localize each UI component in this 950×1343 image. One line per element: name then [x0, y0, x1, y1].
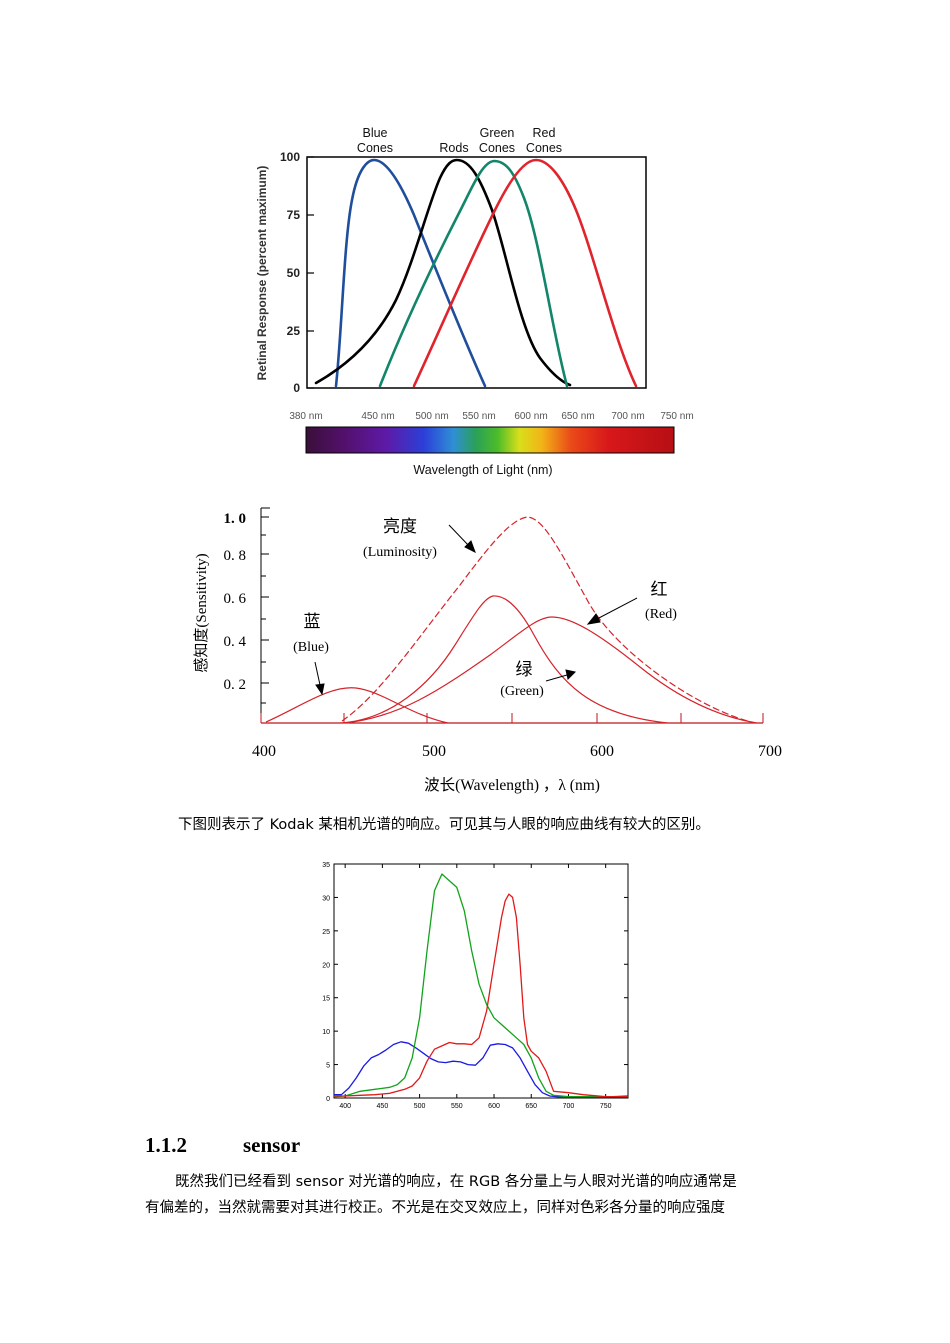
section-heading: 1.1.2 sensor: [145, 1133, 300, 1158]
xtick-label: 500: [422, 743, 446, 760]
camera-response-chart: 0 5 10 15 20 25 30 35 400 450 500 550 600 650 700 750: [322, 862, 629, 1110]
ytick-label: 20: [322, 962, 330, 969]
label-green-cones-1: Green: [480, 126, 515, 140]
ytick-label: 0. 2: [224, 677, 247, 693]
ytick-label: 0: [326, 1096, 330, 1103]
label-blue-cn: 蓝: [304, 612, 321, 631]
red-channel-line: [334, 893, 628, 1098]
label-green-cones-2: Cones: [479, 141, 515, 155]
arrow-red: [596, 597, 638, 620]
arrow-blue: [314, 661, 321, 686]
rods-curve: [314, 158, 572, 387]
ytick-label: 50: [287, 266, 301, 280]
label-green-cn: 绿: [516, 660, 533, 679]
ytick-label: 0. 6: [224, 591, 247, 607]
arrow-luminosity: [448, 524, 471, 548]
ytick-label: 1. 0: [224, 511, 247, 527]
label-blue-cones-1: Blue: [362, 126, 387, 140]
xtick-label: 550 nm: [462, 411, 495, 422]
xtick-label: 600: [590, 743, 614, 760]
ytick-label: 0. 8: [224, 548, 247, 564]
sensitivity-figure: 1. 0 0. 8 0. 6 0. 4 0. 2 400 500 600 700 感知度(Se…: [0, 495, 950, 800]
arrow-green: [545, 674, 568, 682]
green-channel-line: [333, 873, 628, 1098]
arrowhead-blue: [315, 683, 325, 696]
xlabel: 波长(Wavelength) ，λ (nm): [424, 776, 600, 794]
label-red-cn: 红: [651, 580, 668, 599]
camera-response-figure: 0 5 10 15 20 25 30 35 400 450 500 550 600 650 700 750: [0, 850, 950, 1120]
xtick-label: 550: [451, 1103, 463, 1110]
section-number: 1.1.2: [145, 1133, 187, 1157]
xtick-label: 750 nm: [660, 411, 693, 422]
red-sensitivity-curve: [344, 616, 758, 724]
label-red-cones-2: Cones: [526, 141, 562, 155]
ytick-label: 5: [326, 1063, 330, 1070]
retinal-response-figure: 100 75 50 25 0 380 nm 450 nm 500 nm 550 nm 600 n…: [0, 0, 950, 490]
ytick-label: 25: [287, 324, 301, 338]
ytick-label: 75: [287, 208, 301, 222]
label-green-en: (Green): [500, 684, 544, 699]
spectrum-bar: [305, 426, 675, 454]
ytick-label: 25: [322, 929, 330, 936]
xtick-label: 700: [758, 743, 782, 760]
green-sensitivity-curve: [339, 595, 669, 724]
label-rods: Rods: [439, 141, 468, 155]
ylabel: 感知度(Sensitivity): [193, 553, 210, 672]
xtick-label: 380 nm: [289, 411, 322, 422]
ytick-label: 0: [293, 381, 300, 395]
xtick-label: 750: [600, 1103, 612, 1110]
blue-cones-curve: [334, 158, 487, 388]
xtick-label: 600: [488, 1103, 500, 1110]
ytick-label: 15: [322, 996, 330, 1003]
xtick-label: 450: [377, 1103, 389, 1110]
ytick-label: 0. 4: [224, 634, 247, 650]
label-red-cones-1: Red: [533, 126, 556, 140]
xtick-label: 500 nm: [415, 411, 448, 422]
xlabel: Wavelength of Light (nm): [413, 463, 552, 477]
xtick-label: 500: [414, 1103, 426, 1110]
red-cones-curve: [412, 158, 638, 388]
label-red-en: (Red): [645, 607, 677, 622]
section-title: sensor: [243, 1133, 301, 1157]
arrowhead-luminosity: [464, 540, 476, 554]
blue-sensitivity-curve: [265, 687, 449, 724]
plot-frame: [333, 863, 629, 1099]
xtick-label: 400: [339, 1103, 351, 1110]
xtick-label: 700 nm: [611, 411, 644, 422]
xtick-label: 450 nm: [361, 411, 394, 422]
xtick-label: 650 nm: [561, 411, 594, 422]
ytick-label: 35: [322, 862, 330, 869]
luminosity-curve: [341, 516, 756, 724]
paragraph-line-2: 有偏差的，当然就需要对其进行校正。不光是在交叉效应上，同样对色彩各分量的响应强度: [145, 1200, 725, 1216]
label-blue-cones-2: Cones: [357, 141, 393, 155]
arrowhead-red: [586, 613, 601, 625]
label-luminosity-cn: 亮度: [383, 517, 417, 536]
figure-caption: 下图则表示了 Kodak 某相机光谱的响应。可见其与人眼的响应曲线有较大的区别。: [178, 817, 710, 833]
arrowhead-green: [565, 669, 576, 680]
ytick-label: 100: [280, 150, 300, 164]
label-luminosity-en: (Luminosity): [363, 545, 437, 560]
sensitivity-chart: 1. 0 0. 8 0. 6 0. 4 0. 2 400 500 600 700 感知度(Se…: [193, 507, 782, 794]
xtick-label: 600 nm: [514, 411, 547, 422]
retinal-response-chart: 100 75 50 25 0 380 nm 450 nm 500 nm 550 nm 600 n…: [255, 126, 694, 477]
ytick-label: 10: [322, 1029, 330, 1036]
green-cones-curve: [378, 159, 569, 388]
ytick-label: 30: [322, 895, 330, 902]
xtick-label: 400: [252, 743, 276, 760]
xtick-label: 650: [525, 1103, 537, 1110]
label-blue-en: (Blue): [293, 640, 329, 655]
xtick-label: 700: [563, 1103, 575, 1110]
blue-channel-line: [334, 1041, 629, 1098]
paragraph-line-1: 既然我们已经看到 sensor 对光谱的响应，在 RGB 各分量上与人眼对光谱的…: [175, 1174, 737, 1190]
ylabel: Retinal Response (percent maximum): [255, 166, 269, 381]
